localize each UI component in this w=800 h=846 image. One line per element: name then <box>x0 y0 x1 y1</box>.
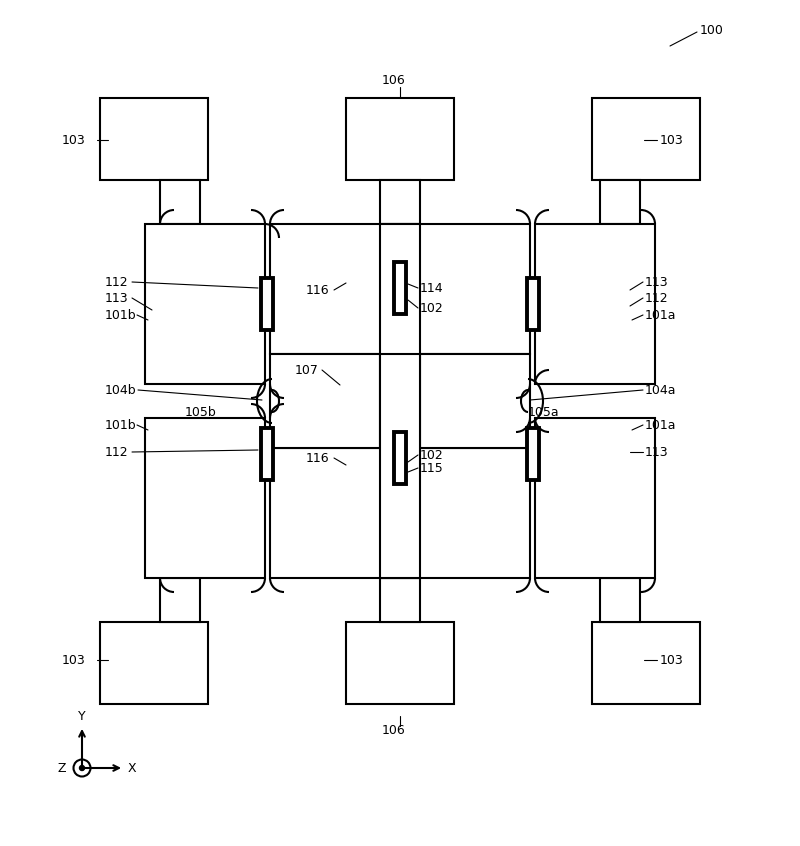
Text: 113: 113 <box>645 446 669 459</box>
Bar <box>592 98 700 180</box>
Bar <box>535 418 655 578</box>
Text: 101a: 101a <box>645 309 677 321</box>
Text: 104b: 104b <box>105 383 137 397</box>
Bar <box>380 354 420 578</box>
Text: 101a: 101a <box>645 419 677 431</box>
Text: X: X <box>128 761 136 774</box>
Text: 102: 102 <box>420 448 444 462</box>
Text: 105b: 105b <box>185 405 217 419</box>
Bar <box>380 180 420 224</box>
Bar <box>270 224 530 354</box>
Bar <box>346 622 454 704</box>
Text: 112: 112 <box>105 446 129 459</box>
Bar <box>270 354 530 448</box>
Text: 100: 100 <box>700 24 724 36</box>
Bar <box>160 180 200 224</box>
Bar <box>100 622 208 704</box>
Bar <box>380 224 420 448</box>
Text: 116: 116 <box>306 452 330 464</box>
Text: 102: 102 <box>420 301 444 315</box>
Text: 116: 116 <box>306 283 330 296</box>
Bar <box>394 262 406 314</box>
Bar <box>270 448 530 578</box>
Bar <box>145 224 265 384</box>
Bar <box>394 432 406 484</box>
Text: 107: 107 <box>295 364 319 376</box>
Bar <box>261 278 273 330</box>
Bar <box>600 180 640 224</box>
Text: 103: 103 <box>660 653 684 667</box>
Bar <box>592 622 700 704</box>
Bar <box>527 428 539 480</box>
Bar <box>346 98 454 180</box>
Bar <box>535 224 655 384</box>
Text: 106: 106 <box>382 74 406 86</box>
Text: 113: 113 <box>645 276 669 288</box>
Text: 101b: 101b <box>105 309 137 321</box>
Text: 115: 115 <box>420 462 444 475</box>
Text: 105a: 105a <box>528 405 560 419</box>
Text: 112: 112 <box>105 276 129 288</box>
Bar <box>160 578 200 622</box>
Bar <box>100 98 208 180</box>
Text: 106: 106 <box>382 723 406 737</box>
Text: 103: 103 <box>62 653 86 667</box>
Circle shape <box>79 766 85 771</box>
Bar <box>380 578 420 622</box>
Bar <box>600 578 640 622</box>
Text: 103: 103 <box>62 134 86 146</box>
Text: Y: Y <box>78 710 86 722</box>
Text: 112: 112 <box>645 292 669 305</box>
Bar <box>145 418 265 578</box>
Text: Z: Z <box>58 761 66 774</box>
Bar <box>261 428 273 480</box>
Text: 103: 103 <box>660 134 684 146</box>
Text: 104a: 104a <box>645 383 677 397</box>
Text: 114: 114 <box>420 282 444 294</box>
Bar <box>527 278 539 330</box>
Text: 101b: 101b <box>105 419 137 431</box>
Text: 113: 113 <box>105 292 129 305</box>
